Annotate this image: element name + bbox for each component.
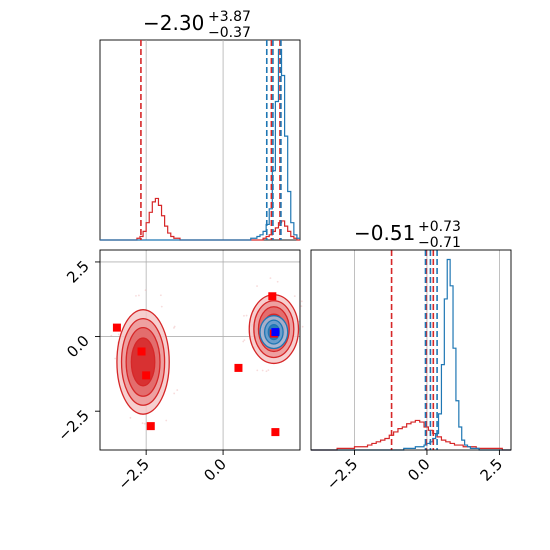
- title-param2-value: −0.51: [354, 221, 415, 245]
- sample-point: [165, 419, 168, 422]
- sample-point: [276, 280, 279, 283]
- title-param2: −0.51 +0.73 −0.71: [354, 219, 461, 251]
- sample-point: [110, 334, 113, 337]
- sample-point: [243, 314, 245, 317]
- sample-point: [243, 339, 246, 342]
- sample-point: [242, 340, 245, 343]
- panel-joint: [99, 249, 304, 451]
- title-param1-value: −2.30: [143, 11, 204, 35]
- sample-point: [256, 369, 259, 372]
- sample-point: [173, 392, 176, 395]
- truth-marker-red: [112, 323, 121, 332]
- sample-point: [176, 389, 179, 391]
- title-param1: −2.30 +3.87 −0.37: [143, 9, 251, 41]
- truth-marker-red: [271, 428, 280, 437]
- sample-point: [160, 305, 163, 308]
- sample-point: [117, 333, 120, 336]
- panel-top-left: [99, 39, 301, 241]
- sample-point: [173, 325, 176, 328]
- p2-blue-hist: [311, 258, 511, 451]
- truth-marker-red: [234, 363, 243, 372]
- y-tick-label: 2.5: [63, 257, 93, 287]
- panel-bottom-right: [310, 249, 512, 451]
- sample-point: [245, 314, 248, 317]
- sample-point: [269, 277, 272, 280]
- x-tick-label: 2.5: [477, 455, 507, 485]
- sample-point: [301, 325, 304, 328]
- title-param2-lower: −0.71: [418, 235, 461, 251]
- sample-point: [129, 416, 132, 419]
- p2-red-hist: [311, 419, 511, 451]
- sample-point: [141, 422, 144, 425]
- title-param2-upper: +0.73: [418, 219, 461, 235]
- title-param1-upper: +3.87: [208, 9, 251, 25]
- x-tick-label: 0.0: [200, 455, 230, 485]
- y-tick-label: 0.0: [63, 332, 93, 362]
- p1-red-hist: [100, 197, 300, 241]
- y-tick-label: −2.5: [54, 406, 92, 444]
- x-tick-label: −2.5: [114, 455, 152, 493]
- truth-marker-red: [137, 347, 146, 356]
- sample-point: [293, 295, 296, 297]
- sample-point: [114, 357, 117, 360]
- sample-point: [267, 369, 270, 371]
- sample-point: [159, 294, 162, 297]
- sample-point: [144, 289, 147, 292]
- p1-blue-hist: [100, 48, 300, 241]
- truth-marker-blue: [271, 328, 280, 337]
- sample-point: [138, 294, 140, 297]
- sample-point: [265, 370, 268, 373]
- sample-point: [143, 422, 146, 425]
- sample-point: [135, 294, 137, 297]
- sample-point: [300, 305, 303, 308]
- sample-point: [261, 369, 264, 372]
- x-tick-label: −2.5: [323, 455, 361, 493]
- truth-marker-red: [142, 371, 151, 380]
- sample-point: [300, 300, 303, 303]
- sample-point: [173, 327, 175, 329]
- truth-marker-red: [146, 422, 155, 431]
- truth-marker-red: [268, 292, 277, 301]
- sample-point: [256, 285, 258, 287]
- title-param1-lower: −0.37: [208, 25, 251, 41]
- x-tick-label: 0.0: [404, 455, 434, 485]
